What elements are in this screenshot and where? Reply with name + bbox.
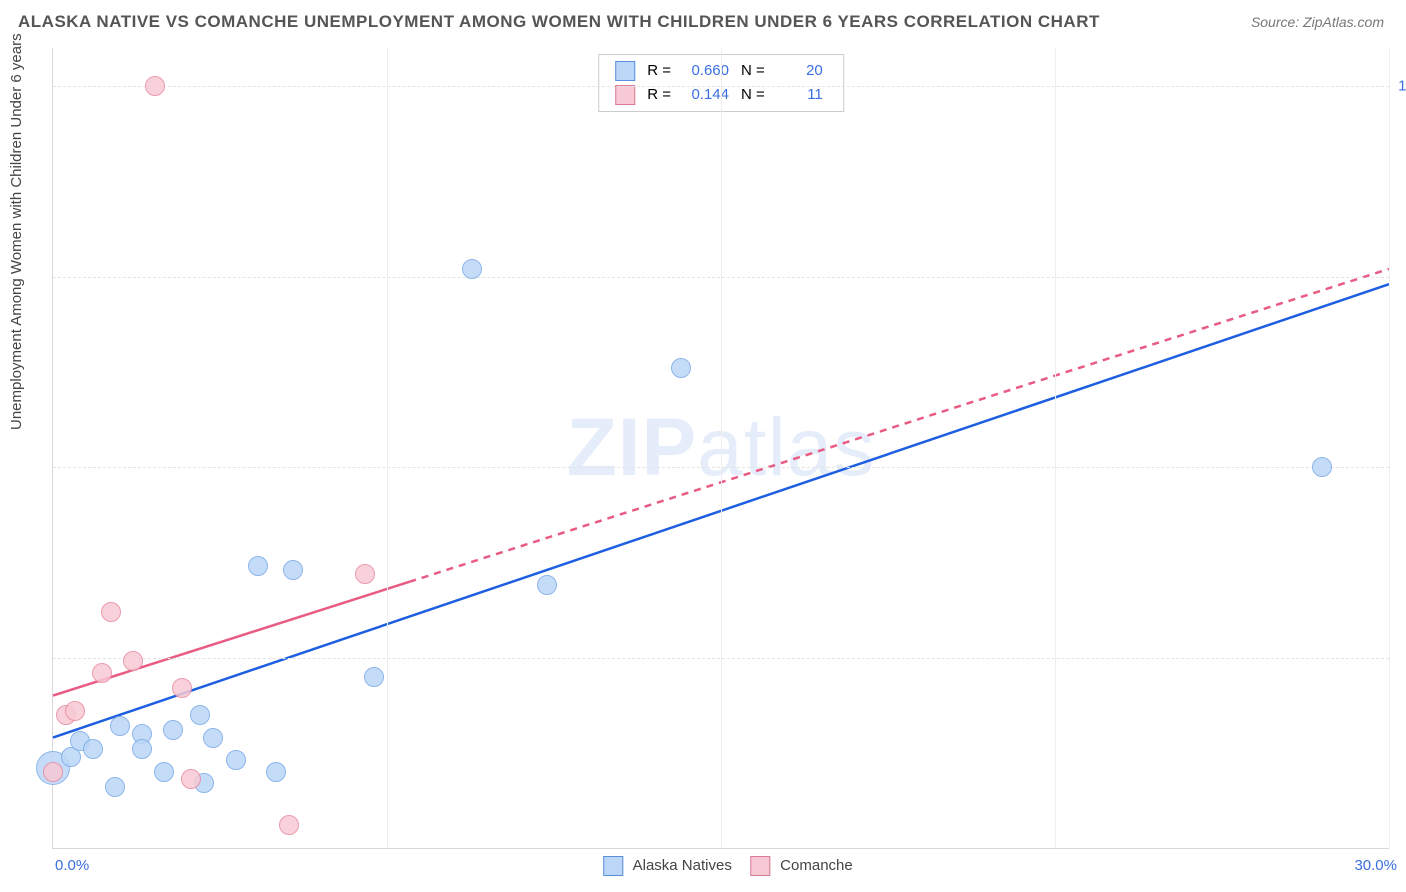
legend-label-alaska: Alaska Natives	[633, 857, 732, 874]
legend-label-comanche: Comanche	[780, 857, 853, 874]
data-point	[279, 815, 299, 835]
series-legend: Alaska Natives Comanche	[589, 856, 852, 876]
y-axis-label: Unemployment Among Women with Children U…	[8, 33, 25, 430]
data-point	[283, 560, 303, 580]
data-point	[154, 762, 174, 782]
n-label: N =	[735, 59, 771, 83]
data-point	[105, 777, 125, 797]
y-tick-label: 25.0%	[1394, 649, 1406, 666]
y-tick-label: 100.0%	[1394, 78, 1406, 95]
legend-swatch-comanche	[750, 856, 770, 876]
x-tick-label: 0.0%	[55, 857, 89, 874]
data-point	[537, 575, 557, 595]
legend-swatch-alaska	[615, 61, 635, 81]
data-point	[1312, 457, 1332, 477]
data-point	[203, 728, 223, 748]
data-point	[92, 663, 112, 683]
r-label: R =	[641, 59, 677, 83]
y-tick-label: 75.0%	[1394, 268, 1406, 285]
data-point	[355, 564, 375, 584]
data-point	[181, 769, 201, 789]
chart-title: ALASKA NATIVE VS COMANCHE UNEMPLOYMENT A…	[18, 12, 1100, 32]
data-point	[462, 259, 482, 279]
data-point	[132, 739, 152, 759]
y-tick-label: 50.0%	[1394, 459, 1406, 476]
data-point	[123, 651, 143, 671]
data-point	[145, 76, 165, 96]
data-point	[671, 358, 691, 378]
legend-swatch-comanche	[615, 85, 635, 105]
data-point	[83, 739, 103, 759]
data-point	[266, 762, 286, 782]
scatter-plot: ZIPatlas R = 0.660 N = 20 R = 0.144 N = …	[52, 48, 1389, 849]
data-point	[172, 678, 192, 698]
data-point	[190, 705, 210, 725]
n-value-alaska: 20	[771, 59, 829, 83]
r-value-alaska: 0.660	[677, 59, 735, 83]
legend-swatch-alaska	[603, 856, 623, 876]
data-point	[43, 762, 63, 782]
data-point	[101, 602, 121, 622]
data-point	[226, 750, 246, 770]
source-attribution: Source: ZipAtlas.com	[1251, 14, 1384, 30]
data-point	[65, 701, 85, 721]
data-point	[110, 716, 130, 736]
data-point	[364, 667, 384, 687]
data-point	[163, 720, 183, 740]
x-tick-label: 30.0%	[1354, 857, 1397, 874]
data-point	[248, 556, 268, 576]
